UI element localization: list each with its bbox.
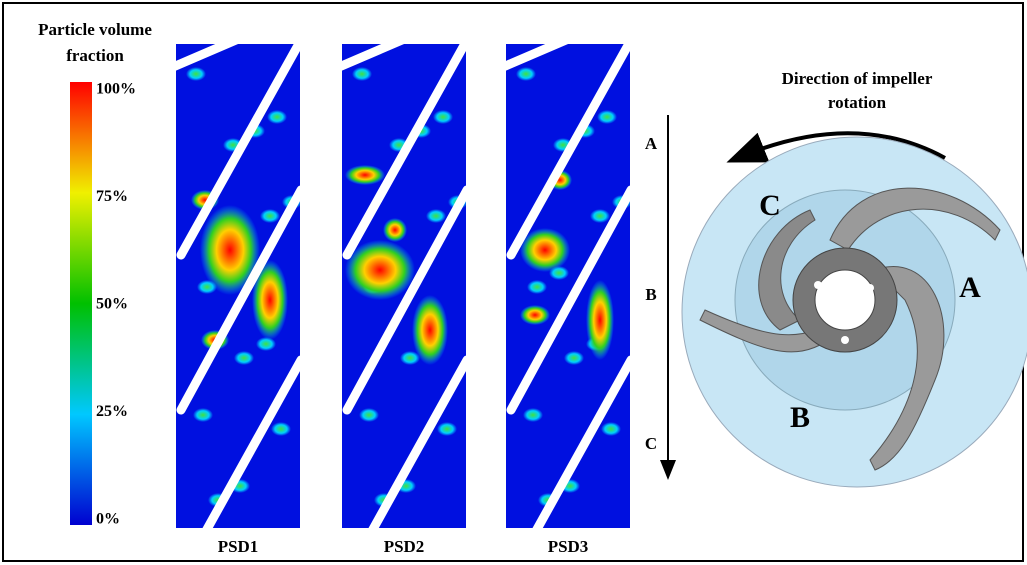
speckle	[256, 337, 276, 351]
speckle	[260, 209, 280, 223]
concentration-blob	[383, 218, 407, 242]
colorbar	[70, 82, 92, 525]
blade-gap	[202, 355, 300, 528]
speckle	[601, 422, 621, 436]
concentration-blob	[412, 295, 448, 365]
speckle	[426, 209, 446, 223]
impeller-caption: Direction of impeller	[782, 69, 933, 88]
speckle	[186, 67, 206, 81]
legend-tick-label: 100%	[96, 81, 136, 98]
blade-gap	[176, 44, 300, 260]
speckle	[234, 351, 254, 365]
impeller	[681, 136, 1027, 488]
speckle	[516, 67, 536, 81]
speckle	[597, 110, 617, 124]
legend-title: Particle volume	[38, 20, 152, 39]
impeller-caption: rotation	[828, 93, 887, 112]
speckle	[352, 67, 372, 81]
impeller-label: A	[959, 271, 981, 304]
flow-label: B	[645, 285, 656, 304]
rotation-arrow	[726, 131, 946, 163]
panel-label: PSD1	[218, 537, 259, 556]
blade-gap	[506, 44, 569, 71]
blade-gap	[532, 355, 630, 528]
concentration-blob	[520, 305, 550, 325]
speckle	[400, 351, 420, 365]
contour-panel	[506, 44, 630, 528]
speckle	[527, 280, 547, 294]
speckle	[267, 110, 287, 124]
speckle	[523, 408, 543, 422]
impeller-label: C	[759, 189, 781, 222]
contour-panel	[342, 44, 466, 528]
concentration-blob	[586, 280, 614, 360]
speckle	[359, 408, 379, 422]
blade-gap	[342, 44, 466, 260]
panel-bg	[506, 44, 630, 528]
contour-panel	[176, 44, 300, 528]
legend-tick-label: 75%	[96, 188, 128, 205]
panel-label: PSD3	[548, 537, 589, 556]
legend-tick-label: 25%	[96, 403, 128, 420]
concentration-blob	[345, 240, 415, 300]
speckle	[433, 110, 453, 124]
legend-tick-label: 50%	[96, 296, 128, 313]
concentration-blob	[345, 165, 385, 185]
blade-gap	[342, 44, 405, 71]
speckle	[193, 408, 213, 422]
concentration-blob	[520, 228, 570, 272]
concentration-blob	[252, 260, 288, 340]
blade-gap	[176, 185, 300, 415]
impeller-label: B	[790, 401, 810, 434]
legend-tick-label: 0%	[96, 511, 120, 528]
blade-gap	[342, 185, 466, 415]
concentration-blob	[200, 205, 260, 295]
speckle	[590, 209, 610, 223]
speckle	[271, 422, 291, 436]
panel-label: PSD2	[384, 537, 425, 556]
blade-gap	[506, 44, 630, 260]
blade-gap	[368, 355, 466, 528]
flow-label: C	[645, 434, 657, 453]
blade-gap	[506, 185, 630, 415]
blade-gap	[176, 44, 239, 71]
speckle	[437, 422, 457, 436]
speckle	[564, 351, 584, 365]
legend-title: fraction	[66, 46, 124, 65]
flow-label: A	[645, 134, 658, 153]
